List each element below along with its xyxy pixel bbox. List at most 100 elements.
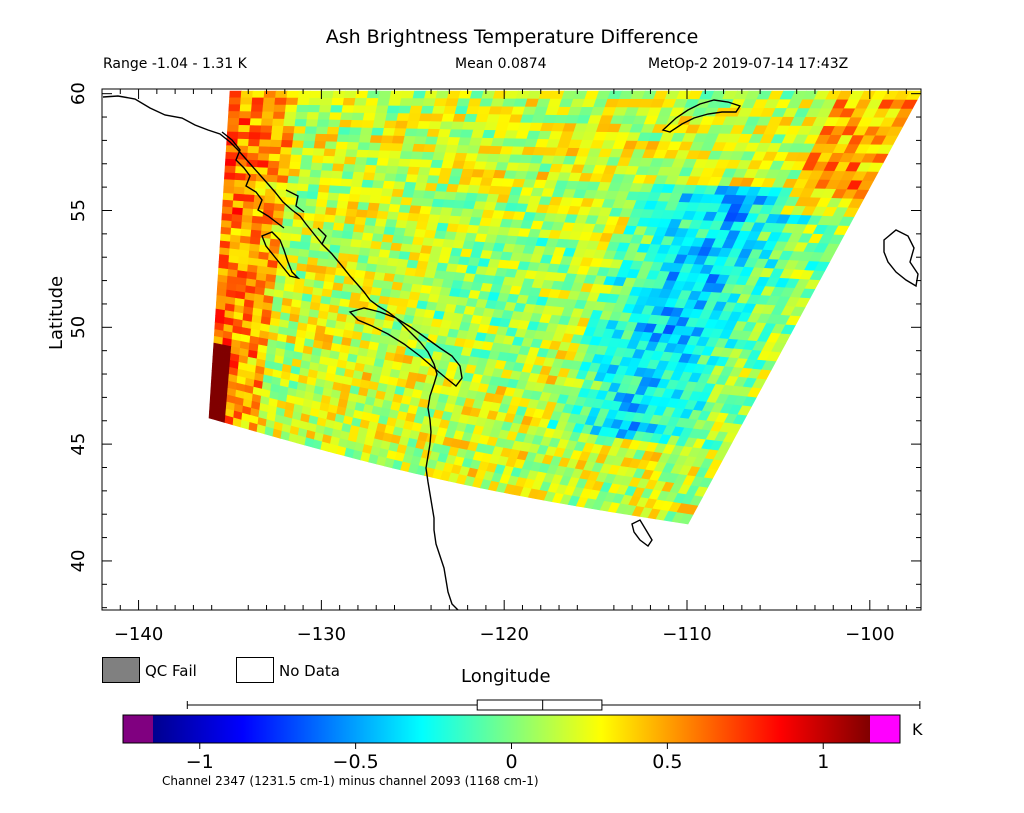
swath-pixel: [233, 193, 245, 202]
swath-pixel: [309, 90, 323, 99]
swath-pixel: [413, 136, 428, 145]
swath-pixel: [394, 120, 409, 130]
swath-pixel: [341, 105, 355, 114]
swath-pixel: [309, 242, 321, 252]
lat-tick-label: 45: [68, 433, 89, 456]
swath-pixel: [238, 118, 252, 126]
swath-pixel: [303, 133, 317, 142]
swath-pixel: [421, 151, 435, 161]
swath-pixel: [238, 124, 251, 133]
swath-pixel: [297, 176, 311, 185]
swath-pixel: [376, 256, 390, 267]
swath-pixel: [272, 210, 285, 220]
swath-pixel: [316, 192, 330, 201]
swath-pixel: [369, 135, 383, 144]
swath-pixel: [333, 215, 347, 225]
x-axis-label: Longitude: [461, 666, 551, 687]
swath-pixel: [267, 167, 280, 176]
swath-pixel: [352, 105, 367, 114]
swath-pixel: [430, 113, 444, 123]
swath-pixel: [319, 97, 334, 106]
qc-fail-swatch: [102, 657, 140, 683]
swath-pixel: [223, 172, 236, 181]
swath-pixel: [386, 105, 401, 114]
swath-pixel: [405, 174, 419, 184]
swath-pixel: [361, 232, 374, 242]
swath-pixel: [322, 155, 336, 165]
swath-pixel: [305, 198, 318, 208]
swath-pixel: [342, 223, 356, 233]
swath-pixel: [349, 186, 363, 196]
swath-pixel: [222, 192, 235, 202]
swath-pixel: [397, 158, 412, 168]
swath-pixel: [250, 229, 262, 239]
swath-pixel: [364, 217, 378, 227]
swath-pixel: [383, 120, 398, 129]
colorbar-unit: K: [912, 720, 923, 739]
swath-pixel: [371, 233, 385, 243]
swath-pixel: [261, 223, 273, 233]
swath-pixel: [364, 105, 378, 114]
swath-pixel: [308, 176, 321, 186]
colorbar-tick-label: −0.5: [333, 751, 379, 773]
swath-pixel: [305, 119, 319, 128]
swath-pixel: [273, 203, 286, 212]
colorbar: [122, 714, 901, 744]
swath-pixel: [346, 201, 360, 211]
swath-pixel: [263, 90, 277, 99]
swath-pixel: [439, 121, 454, 130]
swath-pixel: [221, 206, 234, 215]
swath-pixel: [366, 210, 379, 220]
swath-pixel: [362, 172, 376, 181]
swath-pixel: [352, 171, 365, 181]
swath-pixel: [365, 263, 378, 273]
swath-pixel: [366, 90, 381, 99]
swath-pixel: [344, 216, 357, 225]
swath-pixel: [371, 180, 385, 189]
swath-pixel: [353, 164, 367, 173]
swath-pixel: [249, 236, 262, 246]
swath-pixel: [284, 197, 297, 206]
swath-pixel: [350, 179, 364, 188]
swath-pixel: [417, 167, 432, 176]
swath-pixel: [339, 119, 353, 128]
swath-pixel: [248, 139, 261, 147]
swath-pixel: [357, 142, 371, 151]
swath-pixel: [445, 98, 460, 107]
swath-pixel: [282, 125, 296, 134]
swath-pixel: [251, 222, 263, 232]
swath-pixel: [362, 112, 377, 121]
swath-pixel: [426, 128, 441, 138]
swath-pixel: [298, 248, 310, 258]
swath-pixel: [268, 245, 281, 255]
swath-pixel: [403, 181, 417, 191]
swath-pixel: [396, 166, 410, 175]
swath-pixel: [314, 206, 327, 216]
lon-tick-label: −130: [297, 624, 346, 645]
swath-pixel: [291, 140, 305, 149]
swath-pixel: [345, 208, 358, 218]
swath-pixel: [224, 158, 237, 167]
swath-pixel: [290, 233, 303, 243]
swath-pixel: [377, 203, 391, 213]
swath-pixel: [380, 188, 394, 198]
swath-pixel: [364, 164, 378, 174]
swath-pixel: [394, 173, 408, 183]
swath-pixel: [389, 90, 404, 99]
swath-pixel: [234, 173, 247, 182]
swath-pixel: [374, 218, 388, 228]
swath-pixel: [266, 174, 279, 183]
swath-pixel: [243, 194, 256, 203]
swath-pixel: [257, 160, 270, 169]
swath-pixel: [221, 213, 233, 222]
lon-tick-label: −100: [845, 624, 894, 645]
swath-pixel: [284, 111, 297, 120]
swath-pixel: [386, 211, 400, 221]
swath-pixel: [282, 218, 294, 228]
swath-pixel: [367, 255, 380, 266]
swath-pixel: [225, 145, 238, 154]
swath-pixel: [317, 250, 330, 260]
swath-pixel: [269, 238, 282, 248]
swath-pixel: [239, 235, 252, 245]
swath-pixel: [262, 104, 275, 113]
